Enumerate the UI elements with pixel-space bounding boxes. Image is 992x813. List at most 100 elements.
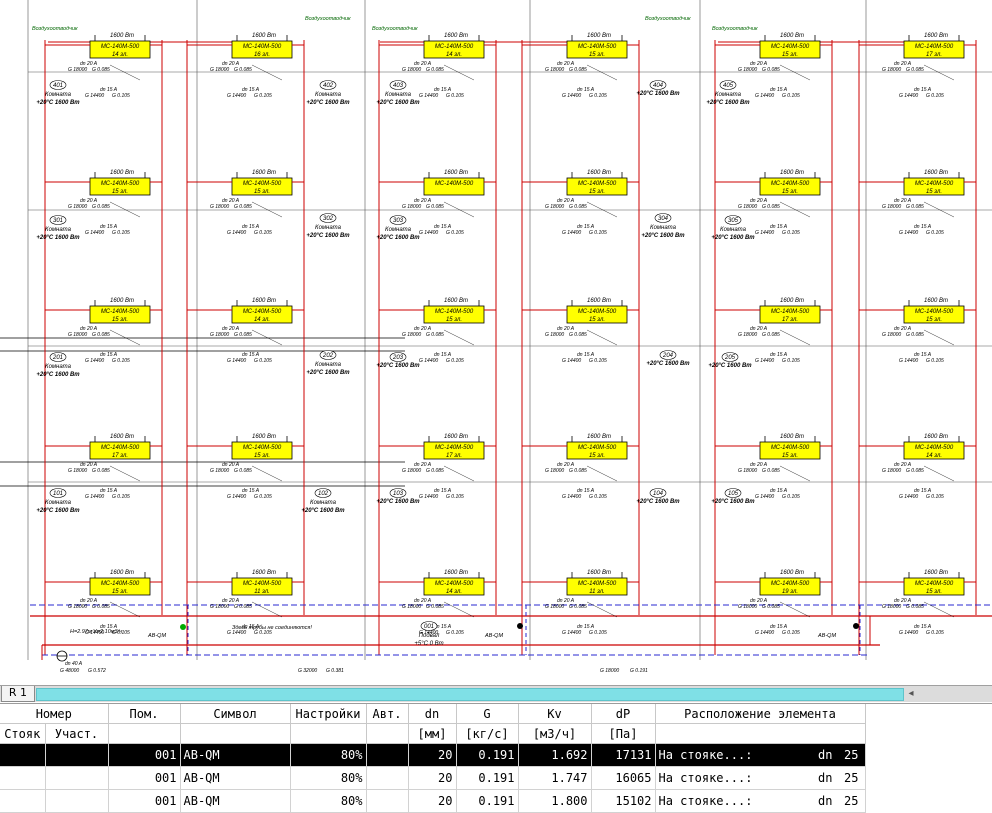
room-temp: +20°C 1600 Вт [646, 361, 690, 367]
pipe-label: G 14400 [755, 494, 774, 500]
radiator-sections: 15 зл. [254, 453, 270, 459]
cell-pom[interactable]: 001 [108, 743, 181, 767]
cell-stoyak[interactable] [0, 766, 46, 790]
cell-dn[interactable]: 20 [408, 743, 457, 767]
radiator[interactable] [231, 441, 293, 460]
scroll-left-arrow-icon[interactable]: ◂ [908, 688, 914, 699]
pipe-label: G 0.105 [926, 230, 944, 236]
cell-stoyak[interactable] [0, 743, 46, 767]
tab-r1[interactable]: R 1 [1, 686, 35, 702]
valve-icon[interactable] [180, 624, 186, 630]
radiator[interactable] [903, 577, 965, 596]
radiator[interactable] [231, 40, 293, 59]
pipe-label: G 0.105 [589, 630, 607, 636]
radiator[interactable] [89, 177, 151, 196]
radiator[interactable] [89, 441, 151, 460]
radiator[interactable] [566, 441, 628, 460]
pipe-label: dn 15 A [242, 352, 260, 358]
cell-location[interactable]: На стояке...: dn 25 [655, 789, 866, 813]
radiator[interactable] [89, 40, 151, 59]
cell-uchast[interactable] [45, 789, 109, 813]
table-row[interactable]: 001 АВ-QM 80% 20 0.191 1.692 17131 На стояке...… [0, 743, 866, 767]
radiator[interactable] [759, 40, 821, 59]
cell-avt[interactable] [366, 789, 409, 813]
cell-location[interactable]: На стояке...: dn 25 [655, 743, 866, 767]
cell-stoyak[interactable] [0, 789, 46, 813]
radiator-power: 1600 Вт [252, 170, 276, 176]
pipe-label: G 14400 [899, 494, 918, 500]
room-badge [649, 488, 667, 498]
radiator-sections: 15 зл. [782, 52, 798, 58]
cell-nastr[interactable]: 80% [290, 789, 367, 813]
cell-g[interactable]: 0.191 [456, 766, 519, 790]
cell-dp[interactable]: 15102 [591, 789, 656, 813]
radiator[interactable] [423, 40, 485, 59]
cell-avt[interactable] [366, 743, 409, 767]
table-row[interactable]: 001 АВ-QM 80% 20 0.191 1.747 16065 На стояке...… [0, 766, 866, 790]
radiator[interactable] [759, 441, 821, 460]
cell-avt[interactable] [366, 766, 409, 790]
cell-dp[interactable]: 17131 [591, 743, 656, 767]
radiator[interactable] [566, 40, 628, 59]
radiator[interactable] [423, 305, 485, 324]
horizontal-scrollbar[interactable] [36, 688, 904, 701]
radiator[interactable] [566, 177, 628, 196]
col-g: G [456, 704, 519, 724]
pipe-label: G 18000 [882, 67, 901, 73]
cell-pom[interactable]: 001 [108, 766, 181, 790]
radiator[interactable] [231, 305, 293, 324]
pipe-label: G 14400 [227, 358, 246, 364]
radiator-power: 1600 Вт [587, 170, 611, 176]
pipe-label: dn 20 A [557, 61, 575, 67]
room-number: 103 [393, 491, 404, 497]
cell-nastr[interactable]: 80% [290, 766, 367, 790]
radiator[interactable] [423, 441, 485, 460]
radiator[interactable] [903, 305, 965, 324]
radiator[interactable] [423, 177, 485, 196]
valve-icon[interactable] [517, 623, 523, 629]
cell-uchast[interactable] [45, 743, 109, 767]
pipe-label: dn 20 A [894, 198, 912, 204]
cell-location[interactable]: На стояке...: dn 25 [655, 766, 866, 790]
pipe-label: dn 15 A [914, 352, 932, 358]
cell-pom[interactable]: 001 [108, 789, 181, 813]
pipe-label: G 18000 [882, 468, 901, 474]
cell-kv[interactable]: 1.747 [518, 766, 592, 790]
radiator[interactable] [903, 177, 965, 196]
radiator[interactable] [759, 577, 821, 596]
radiator-power: 1600 Вт [924, 434, 948, 440]
pipe-label: G 14400 [419, 93, 438, 99]
cell-uchast[interactable] [45, 766, 109, 790]
radiator[interactable] [566, 577, 628, 596]
cell-kv[interactable]: 1.692 [518, 743, 592, 767]
radiator[interactable] [903, 40, 965, 59]
radiator[interactable] [231, 577, 293, 596]
radiator-model: МС-140М-500 [578, 181, 617, 187]
cell-g[interactable]: 0.191 [456, 789, 519, 813]
radiator[interactable] [759, 305, 821, 324]
cell-dn[interactable]: 20 [408, 789, 457, 813]
radiator-model: МС-140М-500 [771, 181, 810, 187]
radiator[interactable] [231, 177, 293, 196]
radiator[interactable] [89, 577, 151, 596]
cell-kv[interactable]: 1.800 [518, 789, 592, 813]
radiator[interactable] [423, 577, 485, 596]
radiator[interactable] [903, 441, 965, 460]
cell-dp[interactable]: 16065 [591, 766, 656, 790]
radiator[interactable] [566, 305, 628, 324]
room-badge [49, 80, 67, 90]
radiator[interactable] [759, 177, 821, 196]
cell-dn[interactable]: 20 [408, 766, 457, 790]
cell-g[interactable]: 0.191 [456, 743, 519, 767]
cell-nastr[interactable]: 80% [290, 743, 367, 767]
table-row[interactable]: 001 АВ-QM 80% 20 0.191 1.800 15102 На стояке...… [0, 789, 866, 813]
valve-icon[interactable] [853, 623, 859, 629]
pipe-label: G 14400 [85, 358, 104, 364]
cell-symbol[interactable]: АВ-QM [180, 743, 291, 767]
pipe-label: G 14400 [562, 230, 581, 236]
cell-symbol[interactable]: АВ-QM [180, 766, 291, 790]
cell-symbol[interactable]: АВ-QM [180, 789, 291, 813]
radiator[interactable] [89, 305, 151, 324]
